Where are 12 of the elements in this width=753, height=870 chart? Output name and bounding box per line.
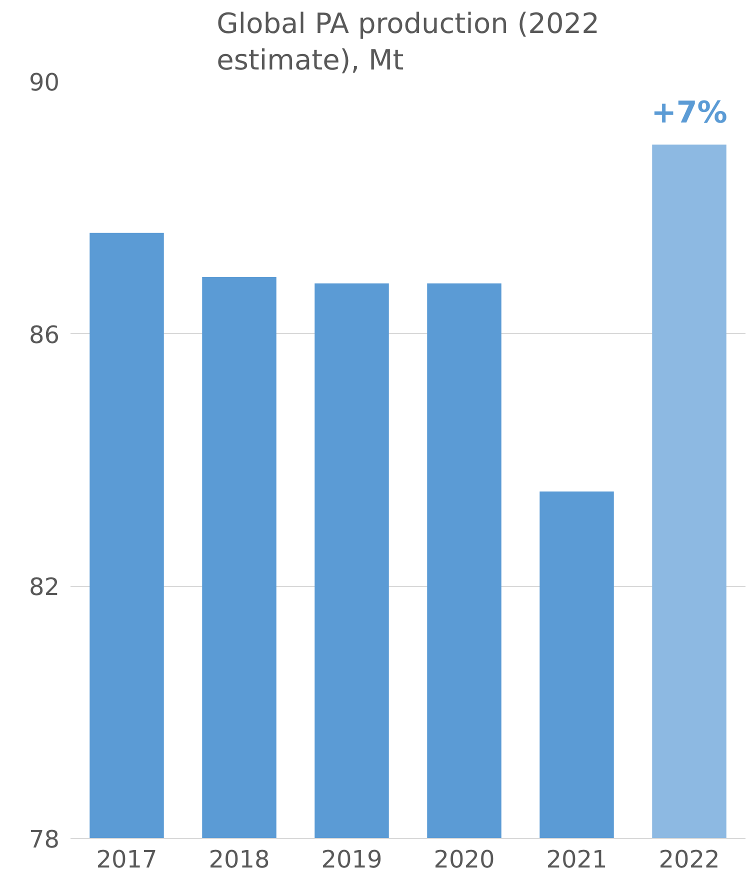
y-tick-label: 78 [28,826,60,854]
y-tick-label: 86 [28,320,60,349]
x-tick-label: 2018 [208,846,270,870]
x-tick-label: 2019 [321,846,382,870]
x-tick-label: 2020 [434,846,495,870]
y-tick-label: 90 [28,68,60,96]
x-tick-label: 2017 [96,846,158,870]
x-tick-label: 2021 [546,846,608,870]
y-tick-label: 82 [28,573,60,602]
chart-title: Global PA production (2022 estimate), Mt [216,7,600,76]
annotation: +7% [651,96,728,131]
x-tick-label: 2022 [658,846,720,870]
